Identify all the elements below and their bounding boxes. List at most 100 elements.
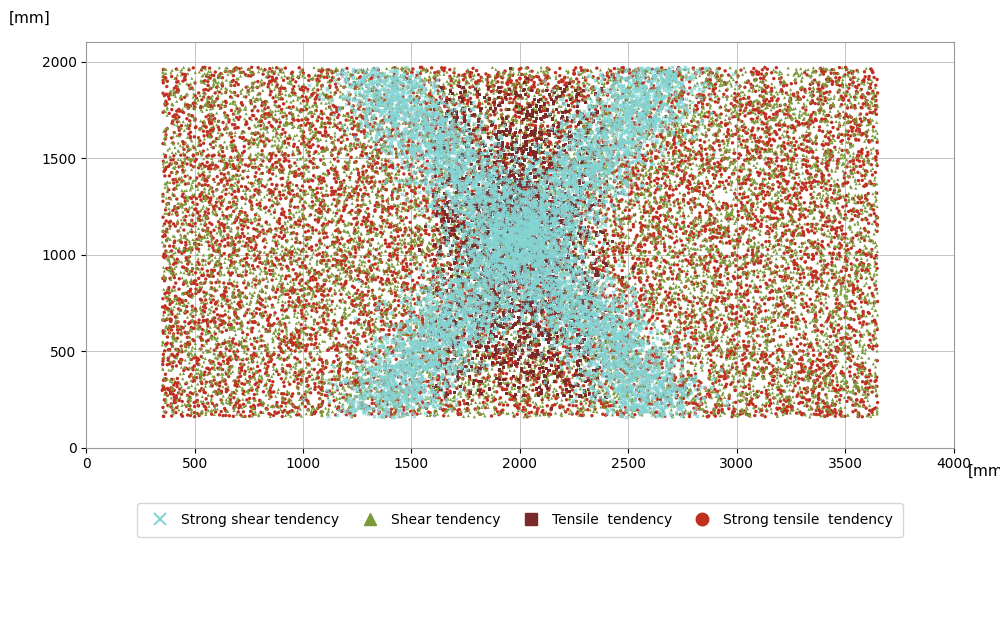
Point xyxy=(675,388,691,398)
Point xyxy=(416,353,432,363)
Point xyxy=(312,108,328,118)
Point xyxy=(195,169,211,179)
Point xyxy=(494,241,510,251)
Point xyxy=(367,68,383,78)
Point xyxy=(657,193,673,202)
Point xyxy=(383,287,399,297)
Point xyxy=(634,381,650,391)
Point xyxy=(650,374,666,384)
Point xyxy=(713,145,729,155)
Point xyxy=(334,103,350,113)
Point xyxy=(255,98,271,108)
Point xyxy=(629,174,645,184)
Point xyxy=(524,315,540,325)
Point xyxy=(466,378,482,388)
Point xyxy=(585,161,601,171)
Point xyxy=(454,368,470,378)
Point xyxy=(309,282,325,292)
Point xyxy=(537,232,553,242)
Point xyxy=(551,194,567,204)
Point xyxy=(489,179,505,189)
Point xyxy=(634,177,650,187)
Point xyxy=(458,79,474,89)
Point xyxy=(205,239,221,249)
Point xyxy=(522,301,538,311)
Point xyxy=(451,208,467,218)
Point xyxy=(782,96,798,106)
Point xyxy=(256,120,272,130)
Point xyxy=(603,321,619,331)
Point xyxy=(465,216,481,226)
Point xyxy=(504,223,520,233)
Point xyxy=(640,118,656,128)
Point xyxy=(457,183,473,193)
Point xyxy=(561,281,577,291)
Point xyxy=(474,333,490,343)
Point xyxy=(162,314,178,324)
Point xyxy=(506,232,522,242)
Point xyxy=(490,194,506,204)
Point xyxy=(202,166,218,176)
Point xyxy=(625,403,641,413)
Point xyxy=(267,66,283,76)
Point xyxy=(281,360,297,370)
Point xyxy=(411,369,427,379)
Point xyxy=(653,270,669,280)
Point xyxy=(581,159,597,169)
Point xyxy=(791,283,807,293)
Point xyxy=(853,302,869,312)
Point xyxy=(326,174,342,184)
Point xyxy=(461,300,477,310)
Point xyxy=(766,102,782,112)
Point xyxy=(582,312,598,322)
Point xyxy=(502,394,518,404)
Point xyxy=(399,178,415,188)
Point xyxy=(543,310,559,320)
Point xyxy=(448,287,464,297)
Point xyxy=(238,267,254,277)
Point xyxy=(536,307,552,317)
Point xyxy=(592,387,608,397)
Point xyxy=(822,409,838,419)
Point xyxy=(524,278,540,288)
Point xyxy=(612,233,628,243)
Point xyxy=(636,368,652,378)
Point xyxy=(499,113,515,123)
Point xyxy=(821,211,837,221)
Point xyxy=(760,154,776,164)
Point xyxy=(504,300,520,310)
Point xyxy=(444,320,460,330)
Point xyxy=(470,317,486,327)
Point xyxy=(276,285,292,295)
Point xyxy=(710,158,726,168)
Point xyxy=(616,282,632,292)
Point xyxy=(423,398,439,408)
Point xyxy=(258,390,274,400)
Point xyxy=(867,326,883,336)
Point xyxy=(603,277,619,287)
Point xyxy=(520,205,536,215)
Point xyxy=(547,368,563,378)
Point xyxy=(352,105,368,115)
Point xyxy=(194,406,210,416)
Point xyxy=(379,349,395,359)
Point xyxy=(576,164,592,174)
Point xyxy=(174,161,190,171)
Point xyxy=(484,316,500,326)
Point xyxy=(473,186,489,196)
Point xyxy=(244,281,260,291)
Point xyxy=(843,167,859,177)
Point xyxy=(748,105,764,115)
Point xyxy=(478,318,494,328)
Point xyxy=(445,226,461,235)
Point xyxy=(643,327,659,337)
Point xyxy=(373,373,389,383)
Point xyxy=(471,196,487,206)
Point xyxy=(500,216,516,226)
Point xyxy=(577,353,593,363)
Point xyxy=(571,281,587,291)
Point xyxy=(215,318,231,328)
Point xyxy=(524,199,540,209)
Point xyxy=(429,164,445,174)
Point xyxy=(551,279,567,289)
